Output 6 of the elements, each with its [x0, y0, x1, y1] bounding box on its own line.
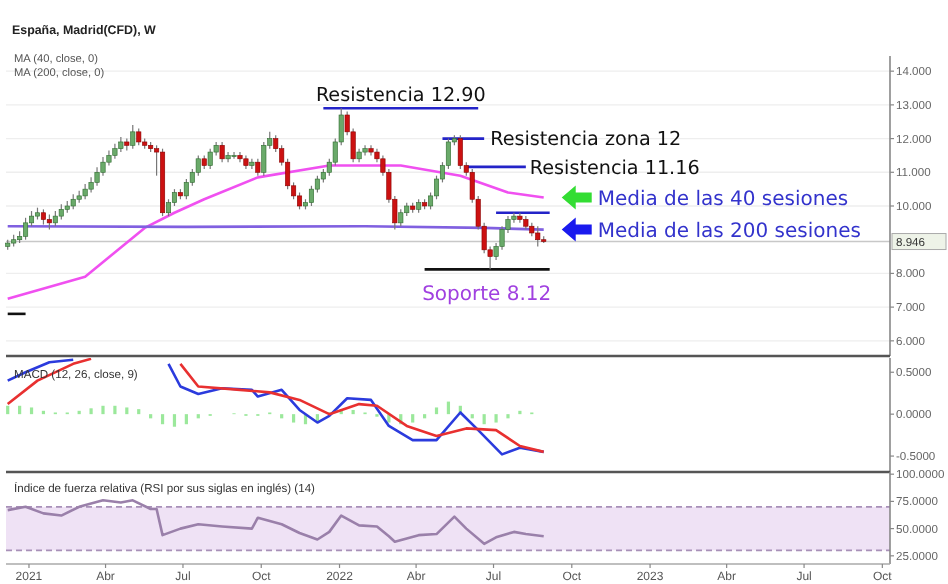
annotation: Media de las 200 sesiones — [597, 220, 861, 243]
annotation: Soporte 8.12 — [422, 284, 552, 307]
annotation: Resistencia 12.90 — [315, 84, 486, 107]
annotation: Media de las 40 sesiones — [597, 188, 849, 211]
annotation: Resistencia zona 12 — [490, 129, 682, 152]
annotation: Resistencia 11.16 — [529, 157, 700, 180]
